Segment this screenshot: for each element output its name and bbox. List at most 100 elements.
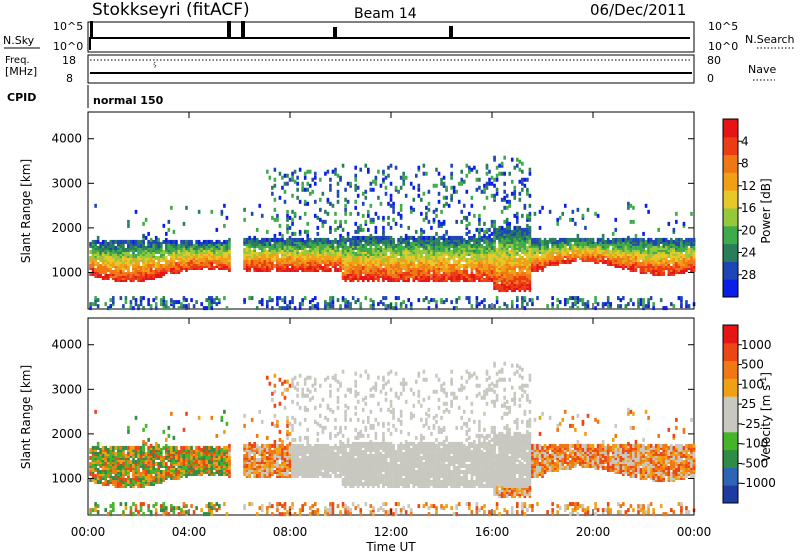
power-cell [468, 239, 471, 244]
power-cell [417, 193, 421, 198]
power-cell [634, 245, 638, 250]
power-cell [515, 247, 519, 252]
power-cell [283, 245, 287, 250]
power-cell [586, 243, 590, 248]
power-cell [225, 263, 229, 268]
power-cell [346, 274, 350, 279]
power-cell [296, 259, 299, 264]
cpid-value: normal 150 [93, 94, 164, 107]
power-cell [190, 255, 193, 260]
power-cell [447, 263, 451, 268]
power-cell [170, 261, 173, 266]
power-cell [354, 265, 357, 270]
power-cell [142, 239, 145, 244]
power-cell [647, 300, 650, 305]
power-cell [430, 243, 433, 248]
power-cell [558, 245, 562, 250]
power-cell [134, 270, 138, 275]
power-cell [490, 243, 494, 248]
power-cell [248, 265, 251, 270]
power-cell [508, 272, 512, 277]
power-cell [642, 300, 645, 305]
power-cell [647, 268, 650, 273]
power-cell [359, 245, 363, 250]
power-cell [293, 255, 297, 260]
power-cell [276, 296, 279, 301]
power-cell [384, 276, 388, 281]
power-cell [478, 185, 481, 190]
power-cell [117, 245, 120, 250]
power-cell [144, 276, 148, 281]
power-cell [202, 241, 206, 246]
velocity-cell [170, 476, 173, 481]
power-cell [223, 241, 226, 246]
power-cell [278, 268, 282, 273]
power-cell [271, 185, 274, 190]
velocity-cell [147, 476, 150, 481]
velocity-cell [114, 471, 118, 476]
power-cell [475, 227, 479, 232]
power-cell [677, 247, 681, 252]
power-cell [485, 255, 489, 260]
power-cell [455, 235, 458, 240]
power-cell [127, 253, 130, 258]
power-cell [692, 257, 696, 262]
power-cell [591, 243, 595, 248]
power-cell [104, 239, 108, 244]
power-cell [127, 243, 130, 248]
power-cell [437, 235, 441, 240]
power-cell [129, 261, 133, 266]
power-cell [159, 298, 163, 303]
power-cell [556, 255, 559, 260]
power-cell [672, 229, 676, 234]
power-cell [427, 270, 431, 275]
power-cell [543, 241, 547, 246]
power-cell [624, 241, 628, 246]
power-cell [382, 179, 385, 184]
power-cell [420, 227, 423, 232]
power-cell [364, 263, 368, 268]
power-cell [369, 265, 373, 270]
power-cell [543, 237, 547, 242]
power-cell [584, 302, 587, 307]
velocity-cell [127, 453, 130, 458]
power-cell [369, 237, 373, 242]
power-cell [144, 257, 148, 262]
power-cell [435, 278, 438, 283]
power-cell [455, 272, 458, 277]
power-cell [606, 304, 610, 309]
power-cell [149, 241, 153, 246]
power-cell [670, 253, 673, 258]
power-cell [490, 263, 494, 268]
power-cell [96, 239, 100, 244]
power-cell [503, 229, 506, 234]
power-cell [369, 298, 373, 303]
power-cell [94, 245, 97, 250]
velocity-cell [165, 455, 168, 460]
power-cell [500, 235, 504, 240]
power-cell [647, 257, 650, 262]
power-cell [409, 209, 413, 214]
velocity-cell [170, 508, 173, 513]
power-cell [654, 251, 658, 256]
power-cell [642, 247, 645, 252]
power-cell [672, 249, 676, 254]
velocity-cell [91, 445, 95, 450]
power-cell [106, 243, 110, 248]
power-cell [541, 245, 544, 250]
power-cell [505, 282, 509, 287]
power-cell [675, 261, 678, 266]
power-cell [647, 255, 650, 260]
power-cell [394, 306, 398, 311]
power-cell [508, 276, 512, 281]
power-cell [505, 231, 509, 236]
power-cell [488, 265, 491, 270]
power-cell [561, 251, 565, 256]
power-cell [659, 237, 663, 242]
power-cell [369, 276, 373, 281]
power-cell [526, 280, 529, 285]
velocity-cell [94, 480, 97, 485]
power-cell [594, 241, 597, 246]
power-cell [372, 265, 375, 270]
power-cell [162, 265, 166, 270]
